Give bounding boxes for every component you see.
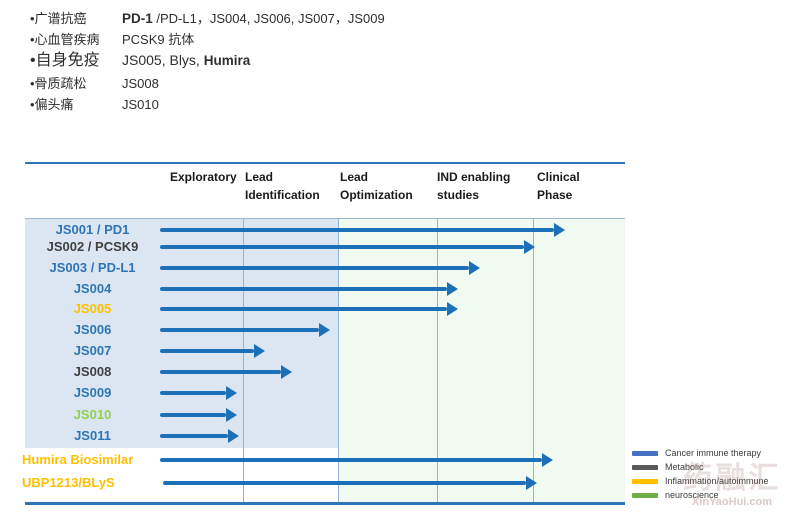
bullet-row-migraine: •偏头痛 JS010 (30, 96, 385, 113)
pipeline-progress-arrow (160, 266, 469, 270)
column-header-lead-optimization: Lead Optimization (340, 170, 413, 202)
bullet-value: JS010 (122, 97, 159, 112)
pipeline-row-label: UBP1213/BLyS (22, 475, 115, 490)
legend-item-neuroscience: neuroscience (632, 491, 769, 500)
pipeline-progress-arrow (160, 228, 554, 232)
plot-bottom-border (25, 502, 625, 505)
pipeline-row-label: JS003 / PD-L1 (49, 260, 136, 275)
legend-swatch-neuroscience (632, 493, 658, 498)
bullet-label: •广谱抗癌 (30, 11, 87, 26)
column-header-ind-enabling: IND enabling studies (437, 170, 511, 202)
pipeline-progress-arrow (160, 458, 542, 462)
pipeline-row-label: JS005 (73, 301, 112, 316)
plot-area: JS001 / PD1 JS002 / PCSK9 JS003 / PD-L1 JS0… (22, 218, 625, 505)
pipeline-progress-arrow (160, 349, 254, 353)
bullet-label: •心血管疾病 (30, 32, 100, 47)
bullet-label: •骨质疏松 (30, 76, 87, 91)
column-gridline (338, 218, 339, 505)
header-divider-line (25, 162, 625, 164)
pipeline-progress-arrow (160, 287, 447, 291)
bullet-label: •自身免疫 (30, 52, 100, 69)
pipeline-row-label: JS007 (73, 343, 112, 358)
pipeline-row-label: JS002 / PCSK9 (46, 239, 139, 254)
pipeline-arrow-head (254, 344, 265, 358)
legend-swatch-metabolic (632, 465, 658, 470)
pipeline-arrow-head (447, 282, 458, 296)
column-header-exploratory: Exploratory (170, 170, 237, 184)
pipeline-arrow-head (469, 261, 480, 275)
bullet-value: PCSK9 抗体 (122, 32, 195, 47)
pipeline-arrow-head (319, 323, 330, 337)
legend: Cancer immune therapy Metabolic Inflamma… (632, 449, 769, 505)
bullet-value: JS008 (122, 76, 159, 91)
pipeline-progress-arrow (160, 307, 447, 311)
legend-swatch-cancer (632, 451, 658, 456)
bullet-label: •偏头痛 (30, 97, 74, 112)
column-gridline (533, 218, 534, 505)
pipeline-progress-arrow (160, 328, 319, 332)
pipeline-row-label: JS009 (73, 385, 112, 400)
pipeline-progress-arrow (163, 481, 526, 485)
pipeline-arrow-head (447, 302, 458, 316)
pipeline-arrow-head (226, 408, 237, 422)
bullet-row-autoimmune: •自身免疫 JS005, Blys, Humira (30, 52, 385, 69)
legend-item-metabolic: Metabolic (632, 463, 769, 472)
legend-swatch-inflammation (632, 479, 658, 484)
pipeline-row-label: JS001 / PD1 (55, 222, 130, 237)
pipeline-progress-arrow (160, 245, 524, 249)
bullet-value: JS005, Blys, Humira (122, 52, 251, 68)
pipeline-progress-arrow (160, 391, 226, 395)
plot-top-border (25, 218, 625, 219)
pipeline-arrow-head (554, 223, 565, 237)
column-header-clinical-phase: Clinical Phase (537, 170, 580, 202)
legend-item-inflammation: Inflammation/autoimmune (632, 477, 769, 486)
pipeline-arrow-head (226, 386, 237, 400)
column-gridline (243, 218, 244, 505)
pipeline-arrow-head (542, 453, 553, 467)
pipeline-row-label: JS010 (73, 407, 112, 422)
pipeline-progress-arrow (160, 413, 226, 417)
pipeline-row-label: JS008 (73, 364, 112, 379)
column-header-lead-identification: Lead Identification (245, 170, 320, 202)
bullet-row-osteoporosis: •骨质疏松 JS008 (30, 75, 385, 92)
pipeline-row-label: JS004 (73, 281, 112, 296)
pipeline-arrow-head (281, 365, 292, 379)
bullet-row-cardio: •心血管疾病 PCSK9 抗体 (30, 31, 385, 48)
pipeline-arrow-head (524, 240, 535, 254)
pipeline-progress-arrow (160, 434, 228, 438)
column-gridline (437, 218, 438, 505)
bullet-value: PD-1 /PD-L1，JS004, JS006, JS007，JS009 (122, 11, 385, 26)
pipeline-arrow-head (228, 429, 239, 443)
early-stage-shaded-band (25, 218, 338, 448)
bullet-list: •广谱抗癌 PD-1 /PD-L1，JS004, JS006, JS007，JS… (30, 10, 385, 117)
bullet-row-cancer: •广谱抗癌 PD-1 /PD-L1，JS004, JS006, JS007，JS… (30, 10, 385, 27)
pipeline-row-label: JS006 (73, 322, 112, 337)
legend-item-cancer: Cancer immune therapy (632, 449, 769, 458)
pipeline-progress-arrow (160, 370, 281, 374)
late-stage-shaded-band (338, 218, 625, 505)
pipeline-arrow-head (526, 476, 537, 490)
pipeline-row-label: JS011 (74, 428, 111, 443)
pipeline-row-label: Humira Biosimilar (22, 452, 134, 467)
